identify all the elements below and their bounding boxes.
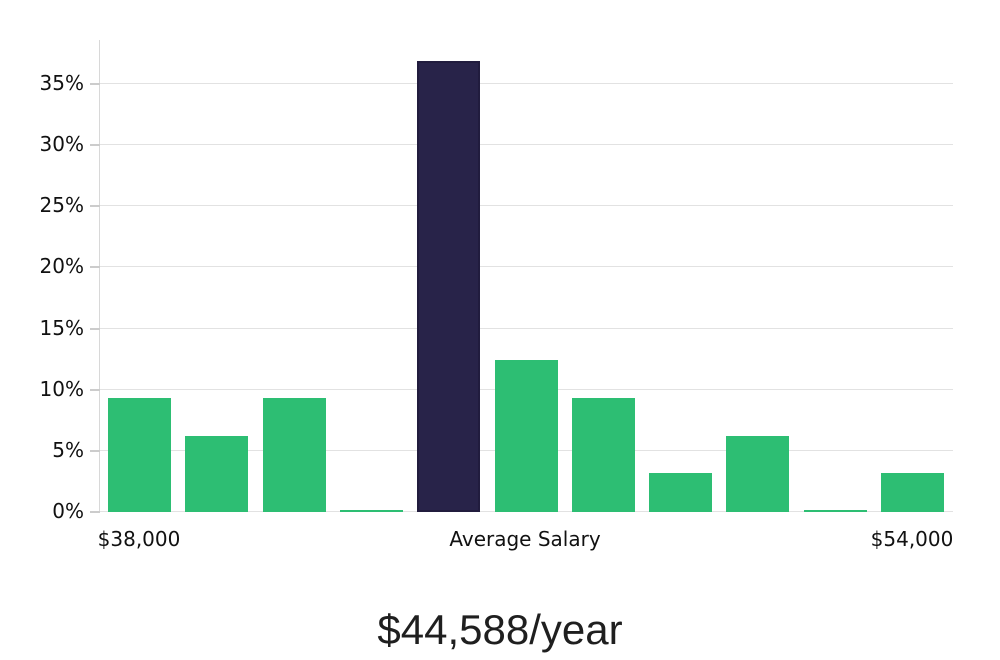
plot-area: [90, 40, 953, 513]
bar: [340, 510, 403, 512]
average-salary-value: $44,588/year: [377, 606, 623, 653]
y-tick-mark: [90, 205, 100, 207]
gridline: [100, 144, 953, 145]
bar: [881, 473, 944, 512]
y-tick-label: 10%: [39, 377, 84, 401]
gridline: [100, 83, 953, 84]
y-tick-mark: [90, 511, 100, 513]
y-tick-label: 20%: [39, 254, 84, 278]
bar: [108, 398, 171, 512]
y-tick-label: 0%: [52, 499, 84, 523]
bar: [495, 360, 558, 512]
bar: [804, 510, 867, 512]
y-tick-mark: [90, 450, 100, 452]
bar: [263, 398, 326, 512]
bar: [726, 436, 789, 512]
gridline: [100, 266, 953, 267]
y-tick-mark: [90, 328, 100, 330]
y-tick-label: 15%: [39, 316, 84, 340]
y-tick-mark: [90, 389, 100, 391]
y-tick-label: 5%: [52, 438, 84, 462]
y-tick-label: 30%: [39, 132, 84, 156]
y-tick-mark: [90, 83, 100, 85]
bar-highlighted: [417, 61, 480, 512]
gridline: [100, 328, 953, 329]
bar: [572, 398, 635, 512]
bar: [649, 473, 712, 512]
x-axis-label: $38,000: [97, 527, 181, 551]
y-tick-label: 35%: [39, 71, 84, 95]
y-tick-label: 25%: [39, 193, 84, 217]
bar: [185, 436, 248, 512]
gridline: [100, 205, 953, 206]
x-axis-label: Average Salary: [449, 527, 601, 551]
x-axis-label: $54,000: [870, 527, 954, 551]
y-tick-mark: [90, 266, 100, 268]
y-tick-mark: [90, 144, 100, 146]
